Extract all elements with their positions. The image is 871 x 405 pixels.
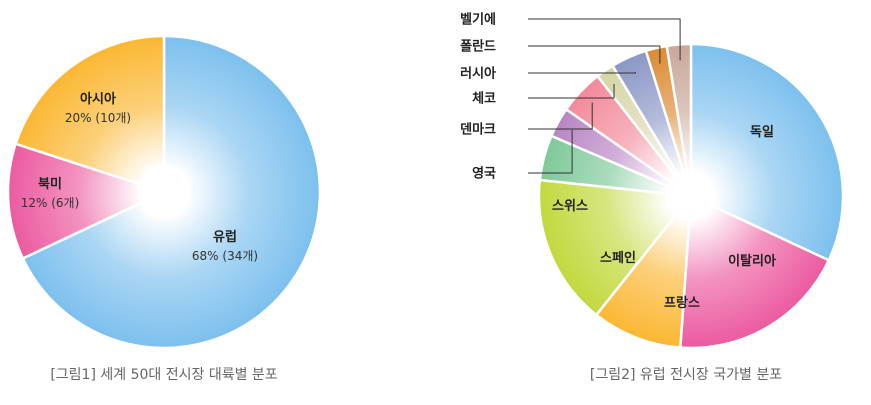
- country-label-7: 체코: [472, 92, 496, 107]
- country-label-0: 독일: [750, 125, 774, 140]
- country-leader-line-8: [528, 71, 636, 74]
- country-label-10: 벨기에: [460, 12, 496, 28]
- continent-value-label-2: 20% (10개): [65, 111, 131, 125]
- chart-continent-distribution: 유럽 68% (34개) 북미 12% (6개) 아시아 20% (10개): [6, 34, 322, 350]
- country-label-6: 덴마크: [460, 122, 496, 138]
- continent-slice-2: [14, 34, 166, 194]
- country-slice-3: [537, 178, 694, 317]
- caption-figure-2: [그림2] 유럽 전시장 국가별 분포: [590, 367, 782, 383]
- continent-slice-1: [6, 142, 168, 261]
- country-label-1: 이탈리아: [728, 253, 776, 269]
- country-leader-line-6: [528, 102, 593, 130]
- continent-value-label-1: 12% (6개): [21, 196, 80, 210]
- continent-label-0: 유럽: [213, 230, 237, 245]
- country-slice-1: [678, 194, 831, 350]
- continent-label-2: 아시아: [80, 91, 116, 107]
- country-leader-line-7: [528, 83, 615, 99]
- country-slice-10: [665, 42, 693, 197]
- country-label-4: 스위스: [552, 199, 588, 214]
- continent-donut-hole: [137, 165, 191, 219]
- country-label-8: 러시아: [460, 66, 496, 82]
- country-slice-0: [689, 42, 845, 262]
- country-leader-line-9: [528, 45, 661, 64]
- caption-figure-1: [그림1] 세계 50대 전시장 대륙별 분포: [50, 367, 277, 383]
- country-label-9: 폴란드: [460, 40, 496, 55]
- country-donut-hole: [666, 171, 716, 221]
- continent-value-label-0: 68% (34개): [192, 249, 258, 263]
- continent-label-1: 북미: [38, 176, 62, 192]
- country-label-2: 프랑스: [664, 296, 700, 311]
- country-leader-line-5: [528, 130, 573, 174]
- country-label-5: 영국: [472, 167, 496, 182]
- country-slice-2: [594, 192, 693, 349]
- country-label-3: 스페인: [600, 250, 636, 266]
- country-leader-line-10: [528, 18, 681, 61]
